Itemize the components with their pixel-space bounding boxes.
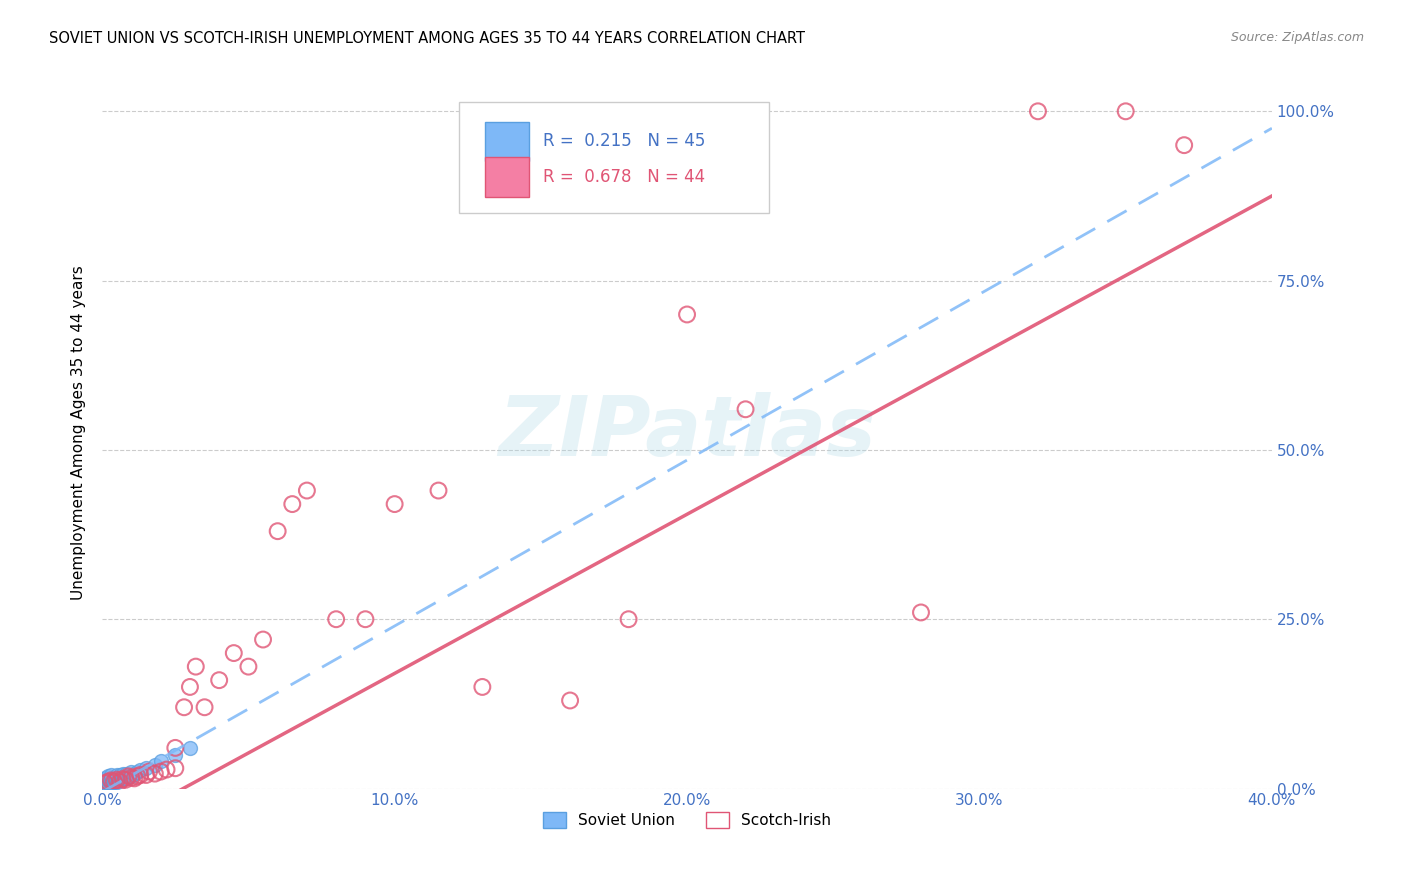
Point xyxy=(94,778,117,792)
Text: R =  0.215   N = 45: R = 0.215 N = 45 xyxy=(543,132,706,151)
Point xyxy=(143,757,166,772)
Point xyxy=(97,774,120,789)
Text: R =  0.678   N = 44: R = 0.678 N = 44 xyxy=(543,168,706,186)
Point xyxy=(384,497,406,511)
Point xyxy=(111,772,134,786)
Point xyxy=(129,768,152,782)
Point xyxy=(295,483,318,498)
Point xyxy=(91,781,114,796)
Point xyxy=(617,612,640,626)
Bar xyxy=(485,157,529,196)
Bar xyxy=(485,122,529,161)
FancyBboxPatch shape xyxy=(458,103,769,212)
Point xyxy=(120,764,142,779)
Point xyxy=(173,700,195,714)
Point xyxy=(97,773,120,788)
Text: SOVIET UNION VS SCOTCH-IRISH UNEMPLOYMENT AMONG AGES 35 TO 44 YEARS CORRELATION : SOVIET UNION VS SCOTCH-IRISH UNEMPLOYMEN… xyxy=(49,31,806,46)
Point xyxy=(135,761,157,775)
Point xyxy=(1173,138,1195,153)
Point xyxy=(97,769,120,783)
Point xyxy=(117,769,139,783)
Point xyxy=(111,766,134,780)
Point xyxy=(734,402,756,417)
Point xyxy=(100,774,122,789)
Point xyxy=(129,763,152,777)
Point xyxy=(325,612,347,626)
Point xyxy=(108,768,131,782)
Point xyxy=(108,774,131,789)
Point xyxy=(427,483,450,498)
Point xyxy=(266,524,288,538)
Point xyxy=(281,497,304,511)
Point xyxy=(94,773,117,788)
Point xyxy=(120,769,142,783)
Point xyxy=(910,606,932,620)
Point xyxy=(103,771,125,785)
Point xyxy=(97,774,120,789)
Y-axis label: Unemployment Among Ages 35 to 44 years: Unemployment Among Ages 35 to 44 years xyxy=(72,266,86,600)
Point xyxy=(105,772,128,787)
Point xyxy=(138,764,160,779)
Point xyxy=(105,772,128,787)
Point xyxy=(94,780,117,794)
Point xyxy=(471,680,494,694)
Point xyxy=(143,766,166,780)
Point xyxy=(165,747,187,762)
Point xyxy=(558,693,581,707)
Point xyxy=(114,771,136,785)
Point xyxy=(103,774,125,789)
Point xyxy=(127,769,149,783)
Point xyxy=(165,761,187,775)
Point xyxy=(124,772,146,786)
Point xyxy=(184,659,207,673)
Point xyxy=(105,774,128,789)
Point xyxy=(108,772,131,786)
Point xyxy=(114,772,136,787)
Text: Source: ZipAtlas.com: Source: ZipAtlas.com xyxy=(1230,31,1364,45)
Point xyxy=(208,673,231,688)
Point xyxy=(1115,104,1137,119)
Point xyxy=(222,646,245,660)
Point xyxy=(94,777,117,791)
Point xyxy=(120,771,142,785)
Point xyxy=(111,772,134,786)
Point xyxy=(91,780,114,794)
Point xyxy=(97,776,120,790)
Point xyxy=(105,771,128,785)
Point xyxy=(100,776,122,790)
Point xyxy=(252,632,274,647)
Point xyxy=(97,778,120,792)
Point xyxy=(676,308,699,322)
Point xyxy=(103,772,125,787)
Point xyxy=(117,769,139,783)
Point xyxy=(94,772,117,786)
Point xyxy=(100,768,122,782)
Point xyxy=(94,774,117,789)
Point xyxy=(1026,104,1049,119)
Point xyxy=(100,772,122,787)
Legend: Soviet Union, Scotch-Irish: Soviet Union, Scotch-Irish xyxy=(537,806,837,834)
Point xyxy=(114,766,136,780)
Point xyxy=(193,700,215,714)
Point xyxy=(94,776,117,790)
Point xyxy=(111,769,134,783)
Point xyxy=(97,772,120,786)
Point xyxy=(149,755,172,769)
Point xyxy=(165,740,187,755)
Point xyxy=(179,680,201,694)
Point xyxy=(108,773,131,788)
Point xyxy=(124,766,146,780)
Point xyxy=(238,659,260,673)
Text: ZIPatlas: ZIPatlas xyxy=(498,392,876,474)
Point xyxy=(135,768,157,782)
Point xyxy=(149,764,172,779)
Point xyxy=(100,773,122,788)
Point xyxy=(179,740,201,755)
Point xyxy=(103,774,125,789)
Point xyxy=(100,771,122,785)
Point xyxy=(105,768,128,782)
Point xyxy=(155,763,177,777)
Point xyxy=(354,612,377,626)
Point xyxy=(127,764,149,779)
